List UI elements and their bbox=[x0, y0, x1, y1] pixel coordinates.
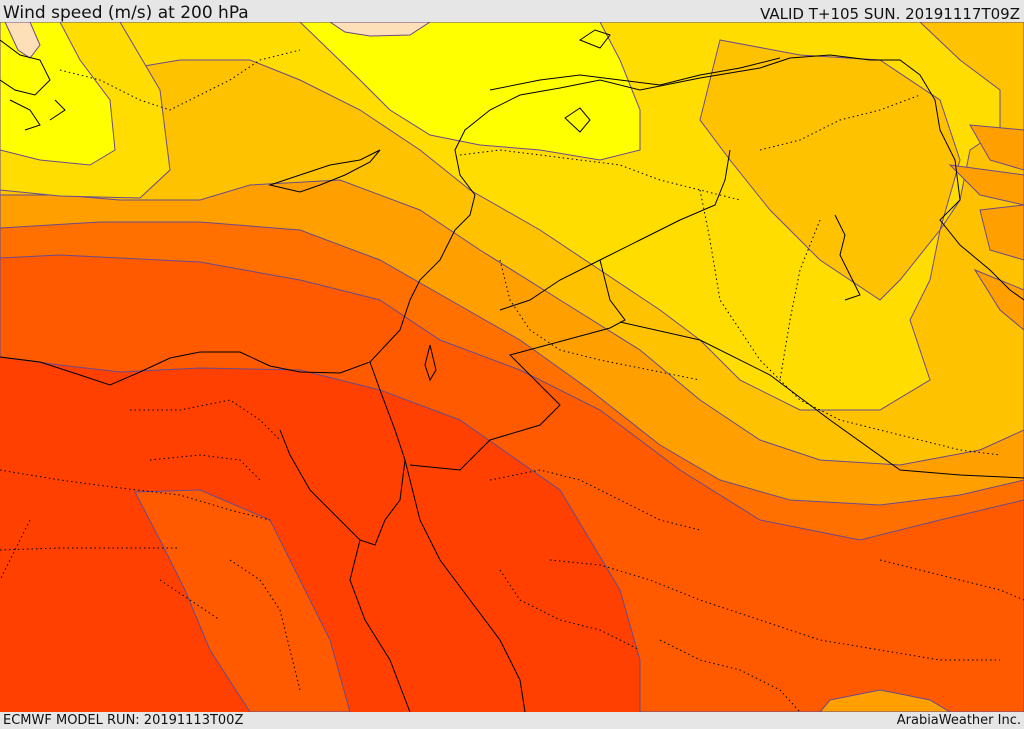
map-title: Wind speed (m/s) at 200 hPa bbox=[3, 3, 249, 23]
band-yellow-north bbox=[299, 22, 641, 161]
coastlines bbox=[0, 29, 1024, 712]
map-frame[interactable] bbox=[0, 22, 1024, 712]
band-peach bbox=[329, 22, 431, 37]
borders bbox=[0, 49, 1024, 712]
band-west-lobe bbox=[0, 500, 265, 712]
band-ne-orange-east bbox=[973, 268, 1024, 331]
band-peach-west bbox=[4, 22, 41, 59]
valid-time: VALID T+105 SUN. 20191117T09Z bbox=[760, 5, 1020, 23]
credit: ArabiaWeather Inc. bbox=[896, 713, 1021, 728]
political-borders bbox=[409, 57, 1024, 479]
band-south-amber bbox=[819, 689, 951, 712]
title-bar: Wind speed (m/s) at 200 hPa VALID T+105 … bbox=[0, 0, 1024, 23]
band-ne-orange bbox=[948, 124, 1024, 261]
wind-speed-map[interactable] bbox=[0, 22, 1024, 712]
model-run: ECMWF MODEL RUN: 20191113T00Z bbox=[3, 713, 244, 728]
band-west-orange bbox=[134, 489, 351, 712]
